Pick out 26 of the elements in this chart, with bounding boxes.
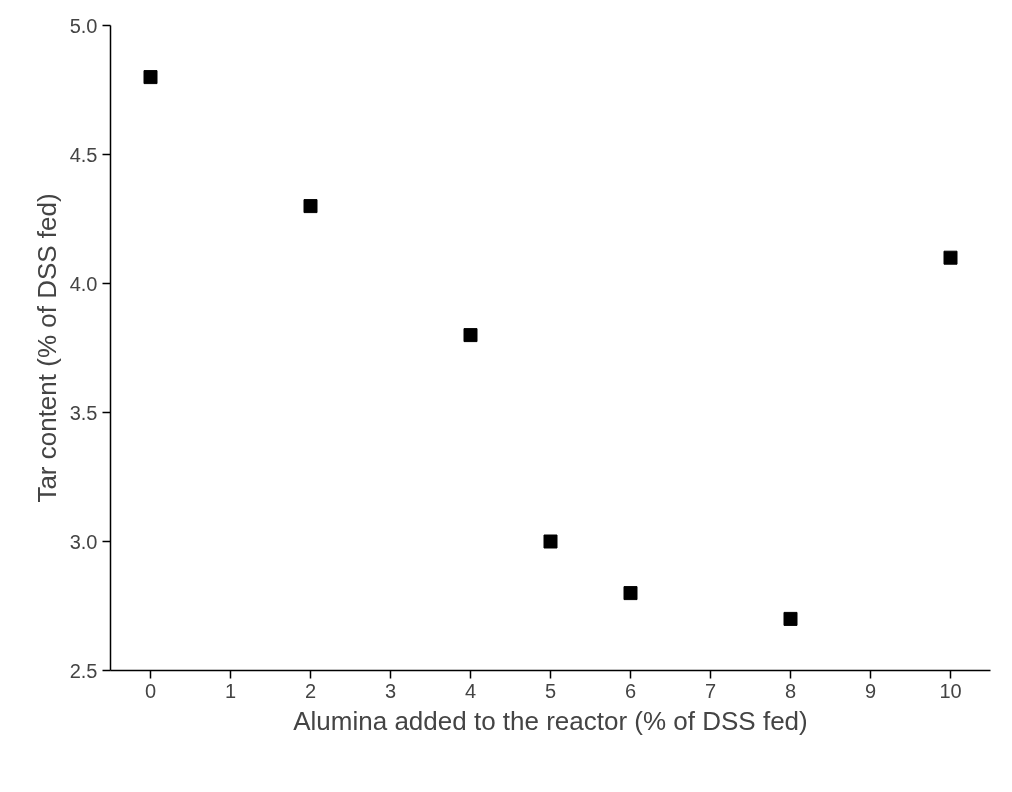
- point: [463, 328, 478, 343]
- y-tick-label: 2.5: [69, 659, 98, 682]
- y-tick-label: 3.5: [69, 401, 98, 424]
- y-tick-label: 3.0: [69, 530, 98, 553]
- x-tick-label: 8: [784, 679, 797, 702]
- x-tick-label: 1: [224, 679, 237, 702]
- x-tick-label: 0: [144, 679, 157, 702]
- x-tick-label: 5: [544, 679, 557, 702]
- point: [943, 250, 958, 265]
- y-axis-title: Tar content (% of DSS fed): [31, 193, 62, 503]
- x-tick-label: 6: [624, 679, 637, 702]
- point: [783, 611, 798, 626]
- y-tick-label: 4.5: [69, 143, 98, 166]
- x-tick-label: 10: [939, 679, 962, 702]
- x-tick-label: 3: [384, 679, 397, 702]
- point: [143, 70, 158, 85]
- x-tick-label: 4: [464, 679, 477, 702]
- y-tick-label: 5.0: [69, 14, 98, 37]
- x-axis-title: Alumina added to the reactor (% of DSS fed): [293, 705, 808, 736]
- x-tick-label: 2: [304, 679, 317, 702]
- point: [303, 199, 318, 214]
- x-tick-label: 9: [864, 679, 877, 702]
- y-tick-label: 4.0: [69, 272, 98, 295]
- point: [543, 534, 558, 549]
- point: [623, 586, 638, 601]
- x-tick-label: 7: [704, 679, 717, 702]
